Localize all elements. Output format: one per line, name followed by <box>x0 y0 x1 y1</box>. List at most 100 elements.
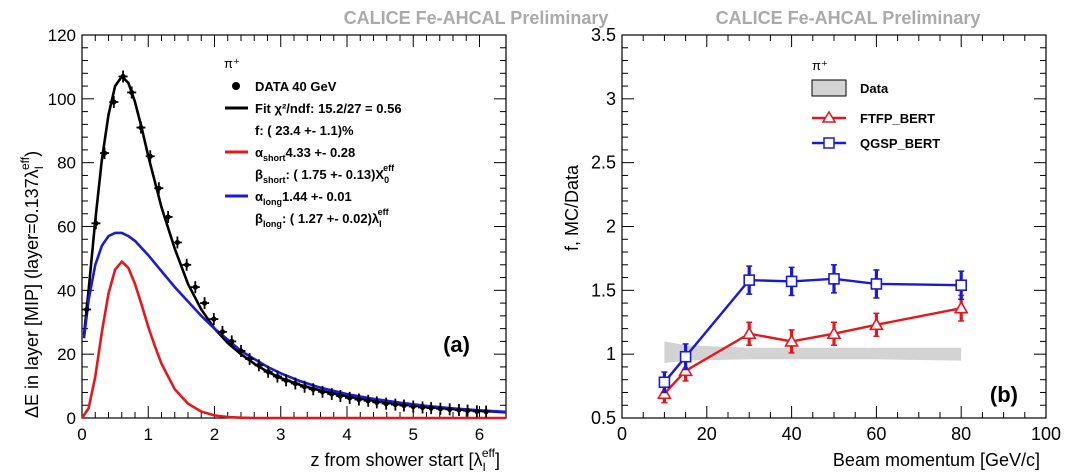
data-point <box>101 150 108 156</box>
x-tick-label: 100 <box>1031 424 1061 444</box>
data-point <box>292 380 298 387</box>
data-point <box>165 214 171 220</box>
panel-a-xlabel: z from shower start [λIeff] <box>310 446 500 473</box>
y-tick-label: 1 <box>606 344 616 364</box>
data-point <box>419 404 426 411</box>
data-point <box>356 396 362 403</box>
legend-b-ftfp-marker <box>821 110 837 123</box>
data-point <box>428 405 434 411</box>
data-point <box>347 395 353 401</box>
data-point <box>474 408 480 414</box>
marker-square <box>785 275 798 288</box>
data-point <box>447 406 453 412</box>
marker-triangle <box>826 326 842 340</box>
legend-a-f: f: ( 23.4 +- 1.1)% <box>255 123 354 138</box>
x-tick-label: 0 <box>77 425 86 444</box>
legend-a-beta-short: βshort: ( 1.75 +- 0.13)X0eff <box>255 163 395 185</box>
legend-a-fit: Fit χ²/ndf: 15.2/27 = 0.56 <box>255 101 402 116</box>
marker-square <box>955 279 968 292</box>
legend-b-qgsp-marker <box>823 137 835 149</box>
y-tick-label: 0.5 <box>591 408 616 428</box>
data-point <box>464 408 471 414</box>
legend-a-data: DATA 40 GeV <box>255 79 337 94</box>
x-tick-label: 60 <box>866 424 886 444</box>
legend-a-beta-long: βlong: ( 1.27 +- 0.02)λIeff <box>255 207 390 229</box>
data-point <box>111 99 117 105</box>
y-tick-label: 1.5 <box>591 280 616 300</box>
data-point <box>138 124 144 131</box>
marker-triangle <box>741 326 757 340</box>
panel-b-legend: π⁺ Data FTFP_BERT QGSP_BERT <box>811 58 940 151</box>
panel-a-ylabel: ΔE in layer [MIP] (layer=0.137λIeff) <box>18 151 46 418</box>
series-line-qgsp_bert <box>663 277 962 384</box>
panel-b-ticks: 0 20 40 60 80 100 0.5 1 1.5 2 2.5 3 3.5 <box>591 25 1061 444</box>
data-point <box>401 402 407 409</box>
y-tick-label: 2.5 <box>591 153 616 173</box>
y-tick-label: 2 <box>606 217 616 237</box>
marker-triangle <box>953 300 969 314</box>
legend-b-particle: π⁺ <box>812 58 828 73</box>
x-tick-label: 5 <box>409 425 418 444</box>
data-point <box>365 398 371 404</box>
data-point <box>129 89 135 96</box>
marker-square <box>658 376 671 389</box>
y-tick-label: 0 <box>67 409 76 428</box>
data-point <box>274 373 281 380</box>
data-point <box>437 406 444 412</box>
legend-b-qgsp: QGSP_BERT <box>860 136 940 151</box>
data-point <box>229 338 235 344</box>
data-point <box>483 409 489 415</box>
data-point <box>319 389 326 395</box>
panel-b-data-band <box>664 341 962 364</box>
panel-b-ylabel: f, MC/Data <box>562 164 582 251</box>
data-point <box>184 262 190 268</box>
panel-b-label: (b) <box>990 382 1018 407</box>
legend-a-particle: π⁺ <box>224 56 240 71</box>
x-tick-label: 20 <box>697 424 717 444</box>
legend-a-beta-short-value: : ( 1.75 +- 0.13)X <box>285 167 384 182</box>
data-point <box>337 393 343 399</box>
data-point <box>219 329 226 335</box>
data-point <box>192 284 198 290</box>
y-tick-label: 80 <box>57 154 76 173</box>
x-tick-label: 80 <box>951 424 971 444</box>
data-point <box>283 377 289 383</box>
panel-b-series <box>657 264 969 404</box>
curve-component <box>82 231 507 414</box>
y-tick-label: 3 <box>606 89 616 109</box>
data-point <box>392 401 398 408</box>
data-point <box>329 391 335 397</box>
marker-square <box>870 278 883 290</box>
legend-b-data-swatch <box>811 79 847 97</box>
data-point <box>456 407 462 413</box>
marker-square <box>679 350 692 363</box>
data-point <box>265 369 271 375</box>
data-point <box>93 220 99 226</box>
panel-a-label: (a) <box>443 332 470 357</box>
data-point <box>310 386 316 392</box>
data-point <box>156 185 162 191</box>
data-band <box>664 341 962 364</box>
legend-a-alpha-short: αshort4.33 +- 0.28 <box>255 145 355 163</box>
data-point <box>410 403 416 410</box>
data-point <box>238 348 244 354</box>
data-point <box>120 73 126 80</box>
panel-a-legend: π⁺ DATA 40 GeV Fit χ²/ndf: 15.2/27 = 0.5… <box>224 56 402 229</box>
legend-a-beta-long-value: : ( 1.27 +- 0.02)λ <box>282 211 380 226</box>
panel-a: CALICE Fe-AHCAL Preliminary 0 1 2 3 4 5 602040… <box>18 8 608 473</box>
panel-b-title: CALICE Fe-AHCAL Preliminary <box>716 8 981 28</box>
data-point <box>147 153 153 159</box>
legend-a-data-marker <box>232 82 240 90</box>
data-point <box>211 316 217 322</box>
y-tick-label: 60 <box>57 218 76 237</box>
marker-square <box>743 274 756 286</box>
panel-b: CALICE Fe-AHCAL Preliminary 0 20 40 60 80 100… <box>562 8 1061 470</box>
panel-a-data-points <box>82 70 491 418</box>
x-tick-label: 40 <box>782 424 802 444</box>
x-tick-label: 1 <box>144 425 153 444</box>
data-point <box>383 401 389 407</box>
y-tick-label: 120 <box>48 26 76 45</box>
y-tick-label: 40 <box>57 281 76 300</box>
legend-b-data: Data <box>860 81 889 96</box>
